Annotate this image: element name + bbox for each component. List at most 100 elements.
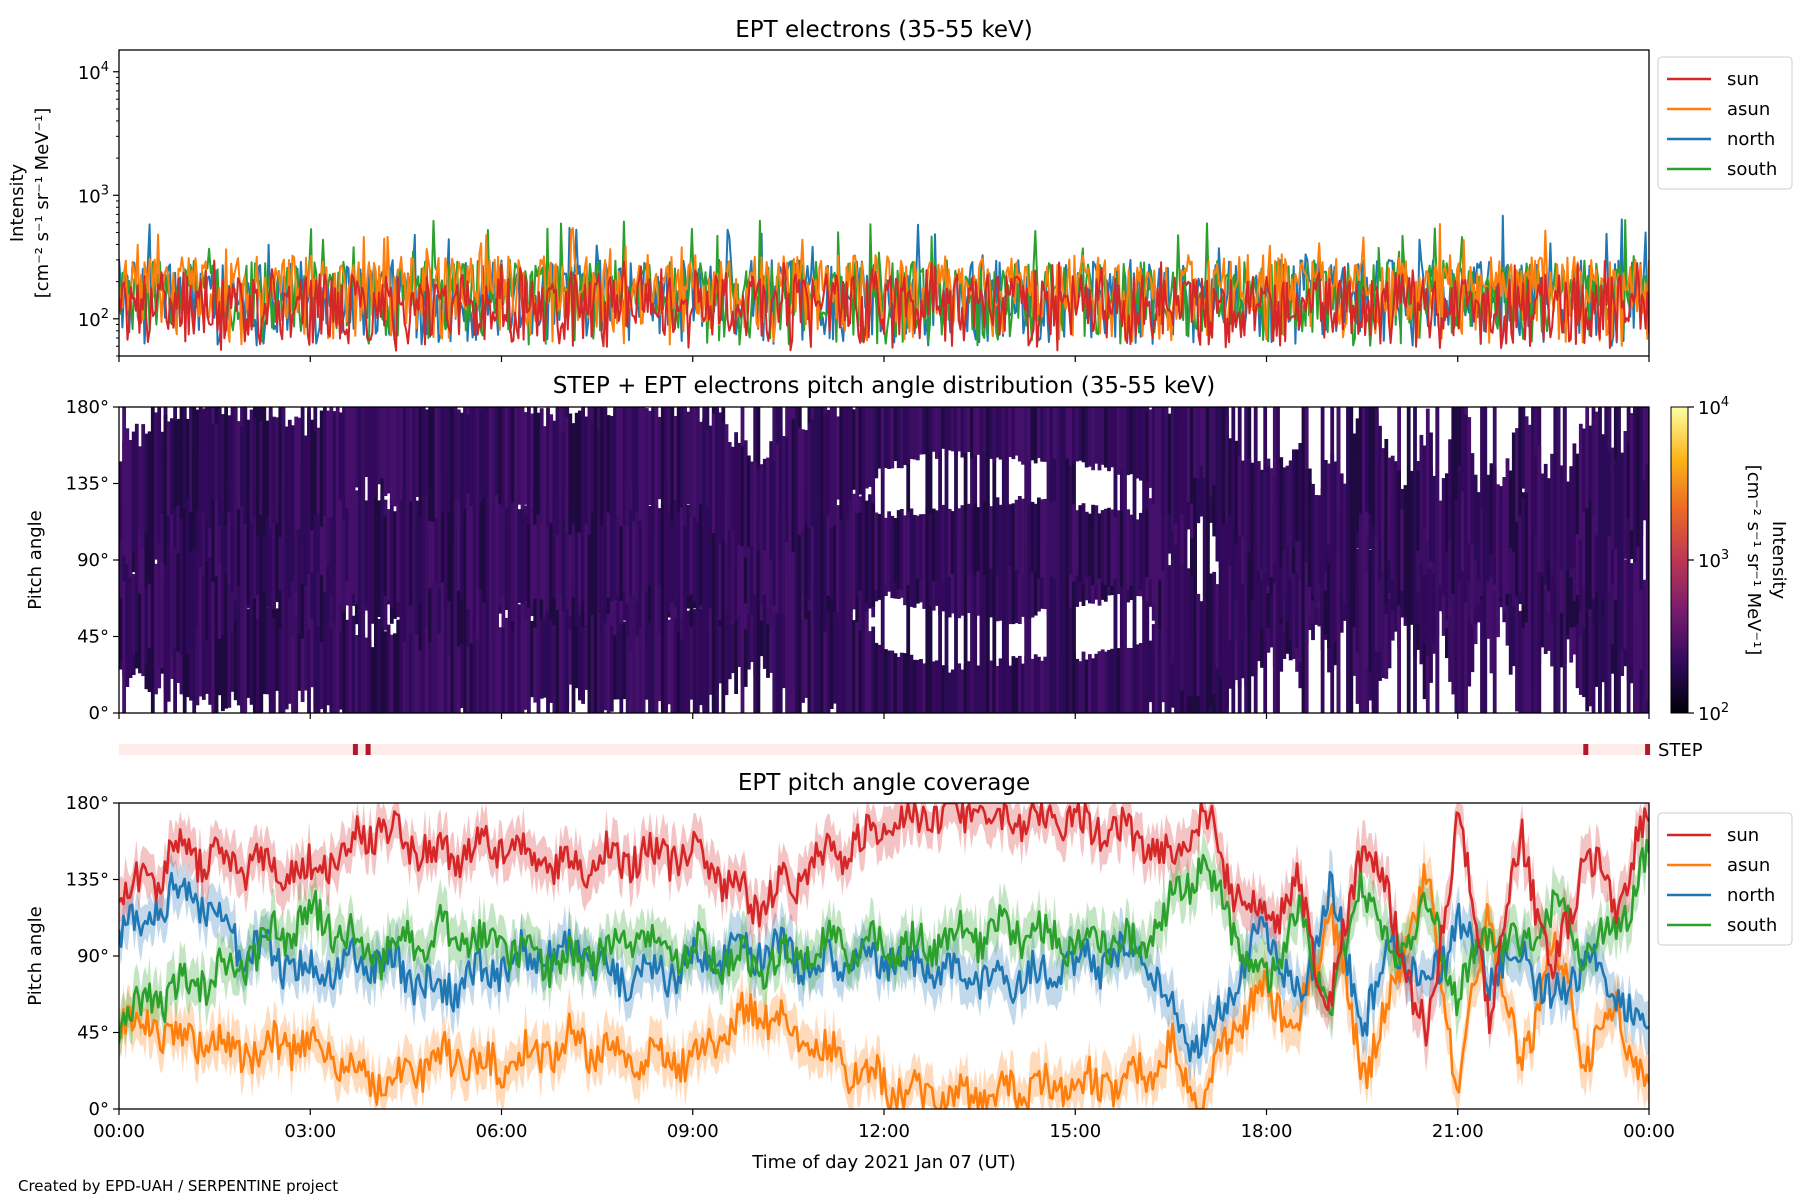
heatmap-cell — [342, 604, 346, 713]
heatmap-cell — [1358, 407, 1363, 514]
heatmap-cell — [511, 407, 515, 503]
heatmap-cell — [1355, 549, 1360, 653]
heatmap-cell — [323, 460, 327, 593]
heatmap-cell — [1527, 485, 1532, 615]
heatmap-cell — [1221, 407, 1226, 525]
heatmap-cell — [1097, 513, 1102, 579]
heatmap-cell — [176, 541, 181, 652]
heatmap-cell — [1645, 407, 1649, 465]
heatmap-cell — [1078, 505, 1083, 582]
heatmap-cell — [1049, 407, 1054, 465]
heatmap-cell — [705, 407, 710, 713]
heatmap-cell — [1199, 601, 1204, 698]
heatmap-cell — [166, 537, 171, 663]
heatmap-cell — [648, 600, 652, 713]
heatmap-cell — [1311, 483, 1315, 596]
heatmap-cell — [718, 599, 723, 684]
heatmap-cell — [887, 650, 891, 713]
heatmap-cell — [1158, 596, 1162, 713]
heatmap-cell — [896, 510, 901, 590]
heatmap-cell — [1496, 484, 1500, 595]
heatmap-cell — [1422, 445, 1427, 529]
heatmap-cell — [1511, 589, 1516, 667]
heatmap-cell — [233, 479, 238, 600]
heatmap-cell — [354, 407, 359, 488]
heatmap-cell — [265, 420, 270, 518]
heatmap-cell — [1448, 439, 1452, 542]
heatmap-cell — [1256, 461, 1261, 571]
y-tick-label: 45° — [77, 1023, 109, 1044]
heatmap-cell — [973, 407, 978, 456]
heatmap-cell — [995, 407, 1000, 458]
heatmap-cell — [912, 514, 917, 581]
heatmap-cell — [1174, 549, 1178, 681]
heatmap-cell — [217, 604, 222, 696]
heatmap-cell — [259, 421, 264, 515]
heatmap-cell — [520, 509, 525, 604]
step-bar — [119, 744, 1649, 755]
heatmap-cell — [1515, 578, 1519, 712]
heatmap-cell — [1209, 407, 1213, 497]
x-tick-label: 06:00 — [476, 1121, 528, 1142]
heatmap-cell — [310, 535, 315, 619]
heatmap-cell — [1193, 407, 1197, 478]
heatmap-cell — [1167, 596, 1172, 713]
heatmap-cell — [1298, 443, 1303, 542]
heatmap-cell — [345, 407, 350, 509]
heatmap-cell — [453, 407, 458, 713]
heatmap-cell — [240, 425, 244, 506]
heatmap-cell — [1295, 556, 1299, 649]
heatmap-cell — [1352, 433, 1357, 551]
heatmap-cell — [1116, 648, 1121, 713]
heatmap-cell — [861, 407, 866, 489]
heatmap-cell — [275, 482, 279, 600]
heatmap-cell — [131, 574, 136, 655]
heatmap-cell — [746, 455, 751, 548]
heatmap-cell — [246, 609, 251, 698]
heatmap-cell — [899, 509, 904, 590]
heatmap-cell — [332, 487, 337, 578]
heatmap-cell — [804, 430, 809, 525]
heatmap-cell — [1033, 543, 1038, 616]
heatmap-cell — [1645, 579, 1649, 701]
heatmap-cell — [345, 619, 350, 713]
heatmap-cell — [533, 521, 538, 599]
heatmap-cell — [1097, 651, 1102, 713]
heatmap-cell — [1508, 470, 1513, 548]
y-tick-label: 180° — [66, 793, 109, 814]
heatmap-cell — [469, 407, 474, 505]
heatmap-cell — [173, 547, 177, 648]
heatmap-cell — [1250, 511, 1255, 601]
heatmap-cell — [170, 541, 174, 657]
heatmap-cell — [150, 407, 155, 713]
heatmap-cell — [272, 586, 276, 713]
panel-step: STEP — [119, 740, 1703, 761]
heatmap-cell — [1001, 407, 1006, 460]
heatmap-cell — [1301, 451, 1306, 557]
heatmap-cell — [1323, 460, 1328, 572]
heatmap-cell — [386, 509, 391, 601]
heatmap-cell — [1027, 543, 1032, 619]
heatmap-cell — [960, 407, 965, 458]
heatmap-cell — [536, 412, 541, 515]
heatmap-cell — [957, 663, 962, 713]
heatmap-cell — [380, 407, 385, 479]
heatmap-cell — [1260, 469, 1264, 569]
heatmap-cell — [297, 417, 302, 529]
coverage-x-ticks: 00:00 03:00 06:00 09:00 12:00 15:00 18:00 21:00… — [93, 1109, 1675, 1142]
heatmap-cell — [801, 518, 805, 596]
heatmap-cell — [565, 418, 570, 532]
heatmap-cell — [170, 418, 174, 515]
y-tick-label: 180° — [66, 397, 109, 418]
heatmap-cell — [877, 644, 882, 713]
heatmap-cell — [562, 431, 566, 516]
heatmap-cell — [584, 496, 589, 626]
heatmap-cell — [479, 501, 483, 590]
heatmap-cell — [734, 563, 738, 694]
heatmap-cell — [686, 411, 691, 505]
heatmap-cell — [909, 407, 914, 459]
heatmap-cell — [472, 407, 477, 713]
heatmap-cell — [1040, 660, 1044, 713]
heatmap-cell — [727, 493, 732, 625]
heatmap-cell — [326, 410, 330, 519]
